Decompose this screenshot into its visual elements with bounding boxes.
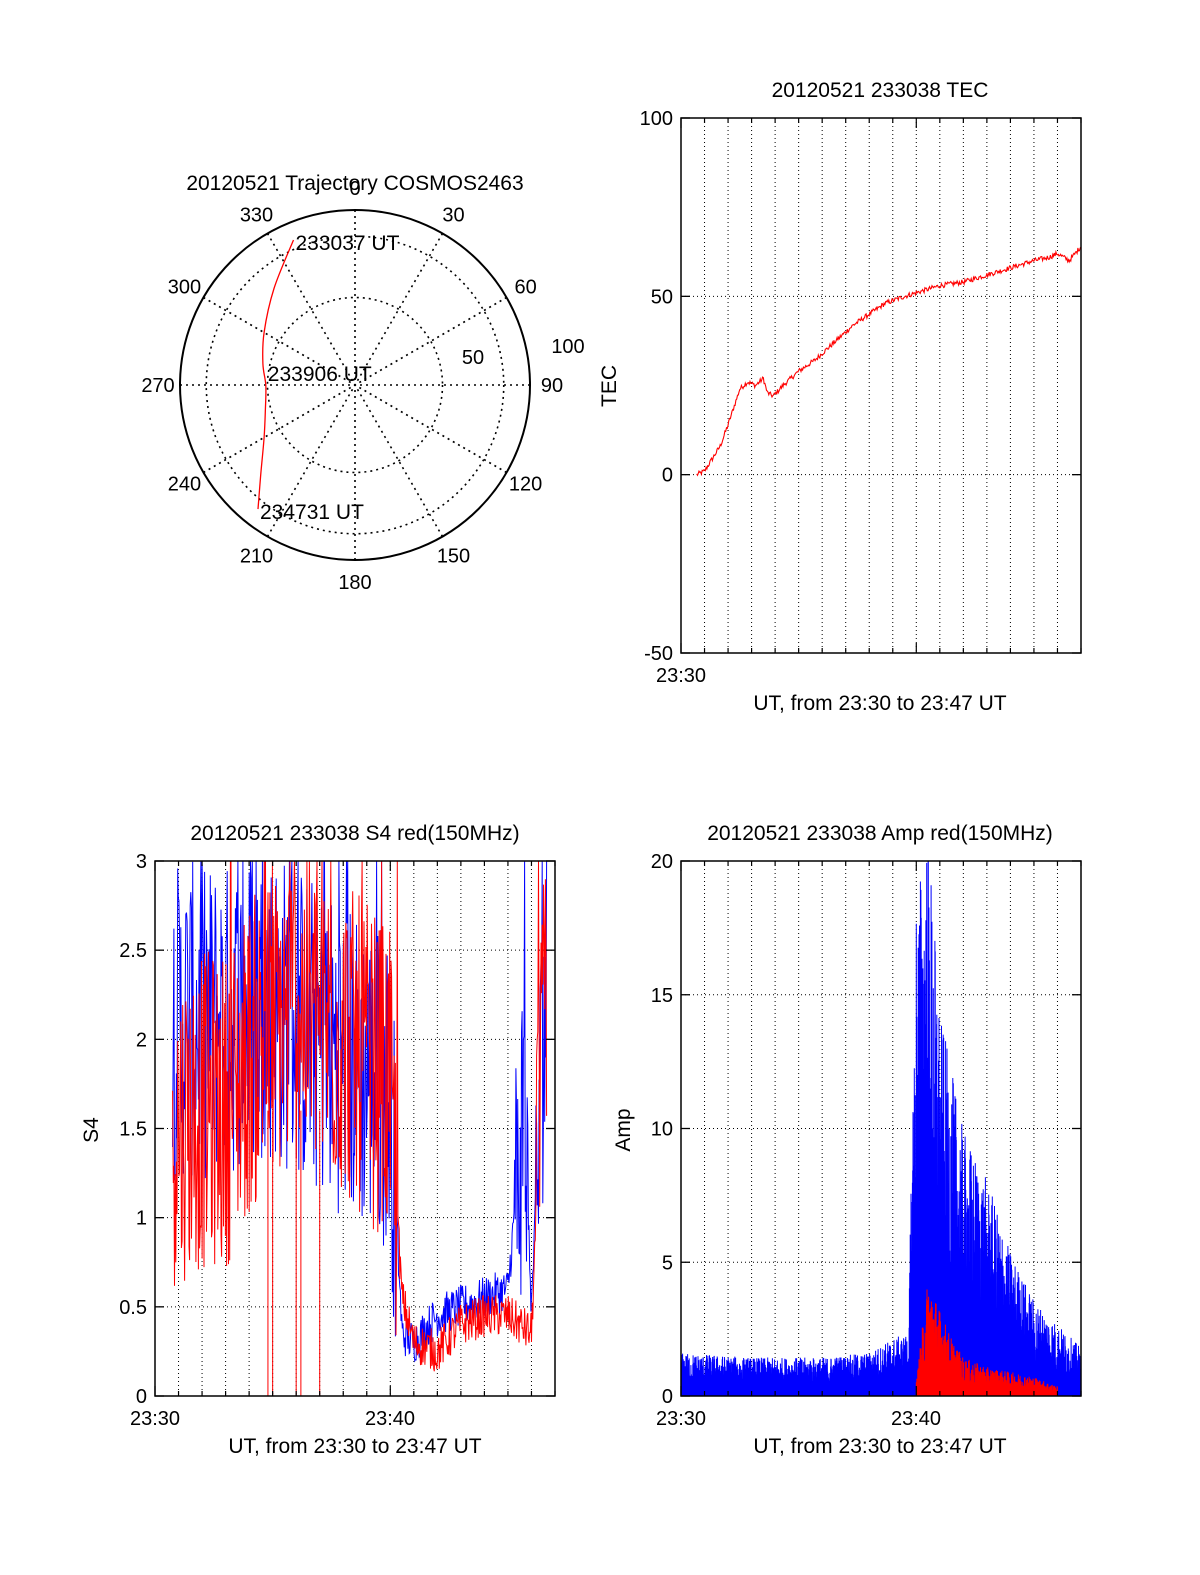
- y-tick-label: 50: [651, 286, 673, 308]
- s4-title: 20120521 233038 S4 red(150MHz): [190, 822, 519, 845]
- amp-grid: [681, 861, 1081, 1396]
- y-tick-label: 3: [136, 851, 147, 873]
- tec-panel: 20120521 233038 TEC -50 0 50 100 23:30 UT, …: [598, 79, 1082, 715]
- tec-line: [696, 246, 1082, 477]
- tec-xlabel: UT, from 23:30 to 23:47 UT: [753, 692, 1006, 715]
- polar-ring-85: [205, 235, 505, 535]
- y-tick-label: -50: [644, 643, 673, 665]
- polar-angle-label: 60: [514, 277, 536, 299]
- amp-title: 20120521 233038 Amp red(150MHz): [707, 822, 1053, 845]
- radial-label-100: 100: [551, 336, 584, 358]
- amp-blue-line: [680, 860, 1082, 1397]
- amp-panel: 20120521 233038 Amp red(150MHz) 0 5 10 15 20…: [612, 822, 1082, 1458]
- polar-angle-label: 180: [338, 572, 371, 594]
- polar-angle-label: 210: [240, 546, 273, 568]
- y-tick-label: 1: [136, 1208, 147, 1230]
- trajectory-end-label: 234731 UT: [260, 501, 364, 524]
- polar-angle-label: 270: [141, 375, 174, 397]
- s4-ylabel: S4: [80, 1117, 103, 1143]
- s4-series: [172, 860, 548, 1396]
- polar-ring-50: [266, 296, 444, 474]
- y-tick-label: 100: [640, 108, 673, 130]
- polar-spoke: [266, 233, 444, 537]
- trajectory-mid-label: 233906 UT: [268, 363, 372, 386]
- amp-xtick-2330: 23:30: [656, 1408, 706, 1430]
- radial-label-50: 50: [462, 347, 484, 369]
- y-tick-label: 0: [662, 1386, 673, 1408]
- s4-xtick-2330: 23:30: [130, 1408, 180, 1430]
- polar-angle-labels: 0 30 60 90 120 150 180 210 240 270 300 330: [141, 178, 563, 594]
- polar-angle-label: 90: [541, 375, 563, 397]
- s4-red-line: [172, 860, 548, 1372]
- s4-panel: 20120521 233038 S4 red(150MHz) 0 0.5 1 1.5 2…: [80, 822, 556, 1458]
- y-tick-label: 0: [136, 1386, 147, 1408]
- y-tick-label: 5: [662, 1252, 673, 1274]
- y-tick-label: 20: [651, 851, 673, 873]
- y-tick-label: 0.5: [119, 1297, 147, 1319]
- y-tick-label: 15: [651, 985, 673, 1007]
- polar-angle-label: 30: [442, 204, 464, 226]
- tec-ylabel: TEC: [598, 365, 621, 407]
- tec-xtick-2330: 23:30: [656, 665, 706, 687]
- polar-outer-circle: [179, 209, 531, 561]
- tec-title: 20120521 233038 TEC: [772, 79, 989, 102]
- amp-xlabel: UT, from 23:30 to 23:47 UT: [753, 1435, 1006, 1458]
- y-tick-label: 2.5: [119, 940, 147, 962]
- polar-angle-label: 0: [349, 178, 360, 200]
- y-tick-label: 0: [662, 465, 673, 487]
- s4-ticks: 0 0.5 1 1.5 2 2.5 3: [119, 851, 556, 1408]
- tec-frame: [680, 117, 1082, 654]
- amp-xtick-2340: 23:40: [891, 1408, 941, 1430]
- polar-angle-label: 330: [240, 204, 273, 226]
- polar-angle-label: 120: [509, 474, 542, 496]
- polar-angle-label: 240: [168, 474, 201, 496]
- polar-angle-label: 150: [437, 546, 470, 568]
- trajectory-start-label: 233037 UT: [296, 232, 400, 255]
- trajectory-panel: 20120521 Trajectory COSMOS2463 0 30 60 90 12…: [141, 172, 584, 594]
- s4-xtick-2340: 23:40: [365, 1408, 415, 1430]
- tec-ticks: -50 0 50 100: [640, 108, 1082, 665]
- trajectory-title: 20120521 Trajectory COSMOS2463: [186, 172, 523, 195]
- y-tick-label: 2: [136, 1029, 147, 1051]
- polar-grid: [180, 210, 530, 560]
- tec-series: [696, 246, 1082, 477]
- tec-grid: [681, 118, 1081, 653]
- trajectory-line: [257, 239, 295, 510]
- amp-ticks: 0 5 10 15 20: [651, 851, 1082, 1408]
- y-tick-label: 10: [651, 1119, 673, 1141]
- amp-ylabel: Amp: [612, 1108, 635, 1151]
- s4-xlabel: UT, from 23:30 to 23:47 UT: [228, 1435, 481, 1458]
- y-tick-label: 1.5: [119, 1119, 147, 1141]
- polar-angle-label: 300: [168, 277, 201, 299]
